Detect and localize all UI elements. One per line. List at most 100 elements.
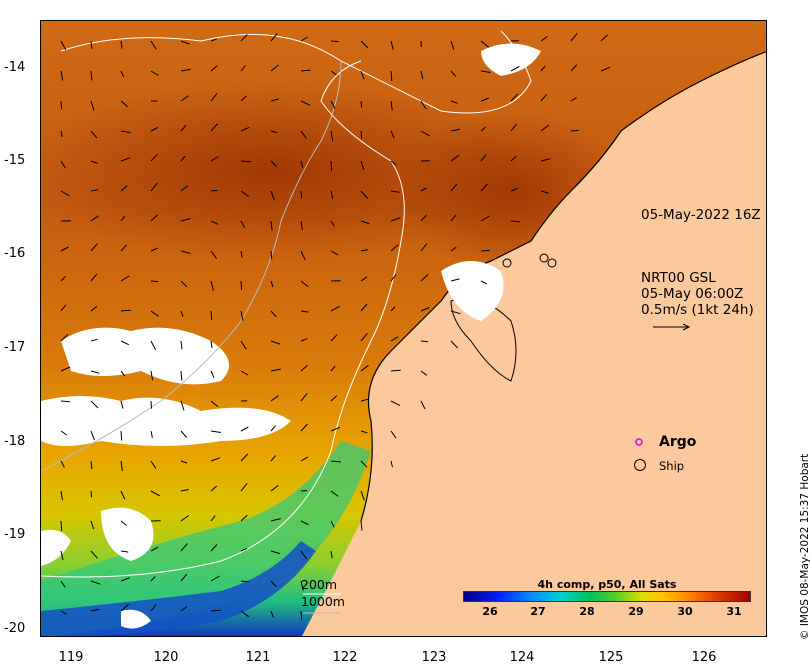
current-vector	[60, 100, 63, 110]
current-vector	[210, 38, 217, 42]
current-vector	[210, 457, 220, 462]
current-vector	[480, 249, 490, 252]
current-vector	[210, 370, 215, 378]
ship-marker[interactable]	[502, 258, 512, 268]
current-vector	[420, 273, 429, 282]
current-vector	[60, 520, 63, 532]
current-vector	[120, 40, 123, 49]
colorbar-tick: 26	[482, 605, 498, 618]
current-vector	[240, 95, 247, 102]
current-vector	[390, 40, 394, 50]
x-tick-label: 122	[332, 650, 358, 665]
current-vector	[300, 392, 308, 402]
ship-legend-label: Ship	[659, 459, 685, 473]
current-vector	[120, 577, 130, 582]
argo-icon	[635, 438, 643, 446]
current-vector	[450, 100, 458, 104]
current-vector	[240, 340, 247, 350]
colorbar-title: 4h comp, p50, All Sats	[537, 578, 677, 591]
current-vector	[240, 580, 249, 583]
current-vector	[420, 100, 427, 110]
colorbar-tick: 27	[530, 605, 546, 618]
colorbar-tick: 29	[628, 605, 644, 618]
current-vector	[300, 580, 304, 591]
current-vector	[150, 604, 157, 612]
x-tick-label: 124	[509, 650, 535, 665]
current-vector	[90, 338, 98, 342]
current-vector	[240, 65, 246, 72]
current-vector	[270, 280, 274, 288]
current-vector	[300, 69, 311, 72]
current-vector	[180, 95, 189, 102]
current-vector	[60, 304, 67, 312]
current-vector	[420, 340, 429, 343]
current-vector	[480, 97, 489, 102]
current-vector	[210, 430, 221, 433]
cloud-mask	[41, 43, 541, 629]
current-vector	[420, 70, 424, 80]
current-vector	[180, 489, 189, 492]
current-vector	[330, 130, 334, 141]
current-vector	[120, 275, 130, 282]
current-vector	[60, 190, 70, 197]
current-vector	[330, 100, 336, 109]
current-vector	[420, 307, 430, 312]
current-vector	[600, 66, 611, 72]
current-vector	[180, 218, 191, 222]
current-vector	[90, 273, 98, 282]
current-vector	[450, 183, 458, 192]
current-vector	[570, 32, 578, 42]
current-vector	[120, 215, 126, 222]
current-vector	[150, 546, 159, 552]
current-vector	[150, 576, 156, 582]
current-vector	[360, 398, 369, 402]
current-vector	[510, 187, 518, 192]
current-vector	[360, 40, 369, 49]
current-vector	[240, 482, 248, 492]
current-vector	[330, 395, 338, 402]
current-vector	[180, 430, 188, 438]
current-vector	[150, 490, 160, 497]
current-vector	[510, 155, 517, 162]
current-vector	[240, 160, 252, 163]
current-vector	[120, 550, 129, 553]
current-vector	[270, 395, 279, 402]
current-vector	[480, 126, 486, 132]
current-vector	[240, 190, 249, 197]
current-vector	[90, 160, 98, 164]
current-vector	[180, 400, 185, 411]
land-mass	[302, 51, 766, 636]
current-vector	[120, 130, 131, 134]
current-vector	[90, 430, 95, 441]
current-vector	[390, 70, 393, 82]
y-tick-label: -15	[4, 153, 26, 168]
current-vector	[450, 340, 459, 349]
current-vector	[120, 460, 123, 471]
x-tick-label: 126	[691, 650, 717, 665]
current-vector	[390, 460, 393, 468]
current-vector	[120, 520, 127, 526]
current-vector	[120, 157, 131, 162]
current-vector	[330, 190, 334, 200]
current-vector	[270, 550, 281, 555]
current-vector	[60, 490, 63, 501]
current-vector	[300, 160, 304, 169]
current-vector	[210, 280, 214, 291]
ship-marker[interactable]	[539, 253, 549, 263]
current-vector	[210, 515, 216, 522]
current-vector	[600, 34, 608, 42]
ship-marker[interactable]	[547, 258, 557, 268]
sst-map[interactable]	[40, 20, 767, 637]
current-vector	[60, 610, 68, 615]
current-vector	[480, 215, 490, 222]
current-vector	[450, 70, 457, 77]
current-vector	[360, 70, 365, 80]
current-vector	[240, 610, 249, 618]
current-vector	[270, 455, 277, 462]
y-tick-label: -17	[4, 340, 26, 355]
current-vector	[480, 154, 487, 162]
current-vector	[510, 93, 519, 102]
current-vector	[60, 400, 71, 403]
current-vector	[180, 280, 188, 288]
current-vector	[420, 215, 427, 222]
